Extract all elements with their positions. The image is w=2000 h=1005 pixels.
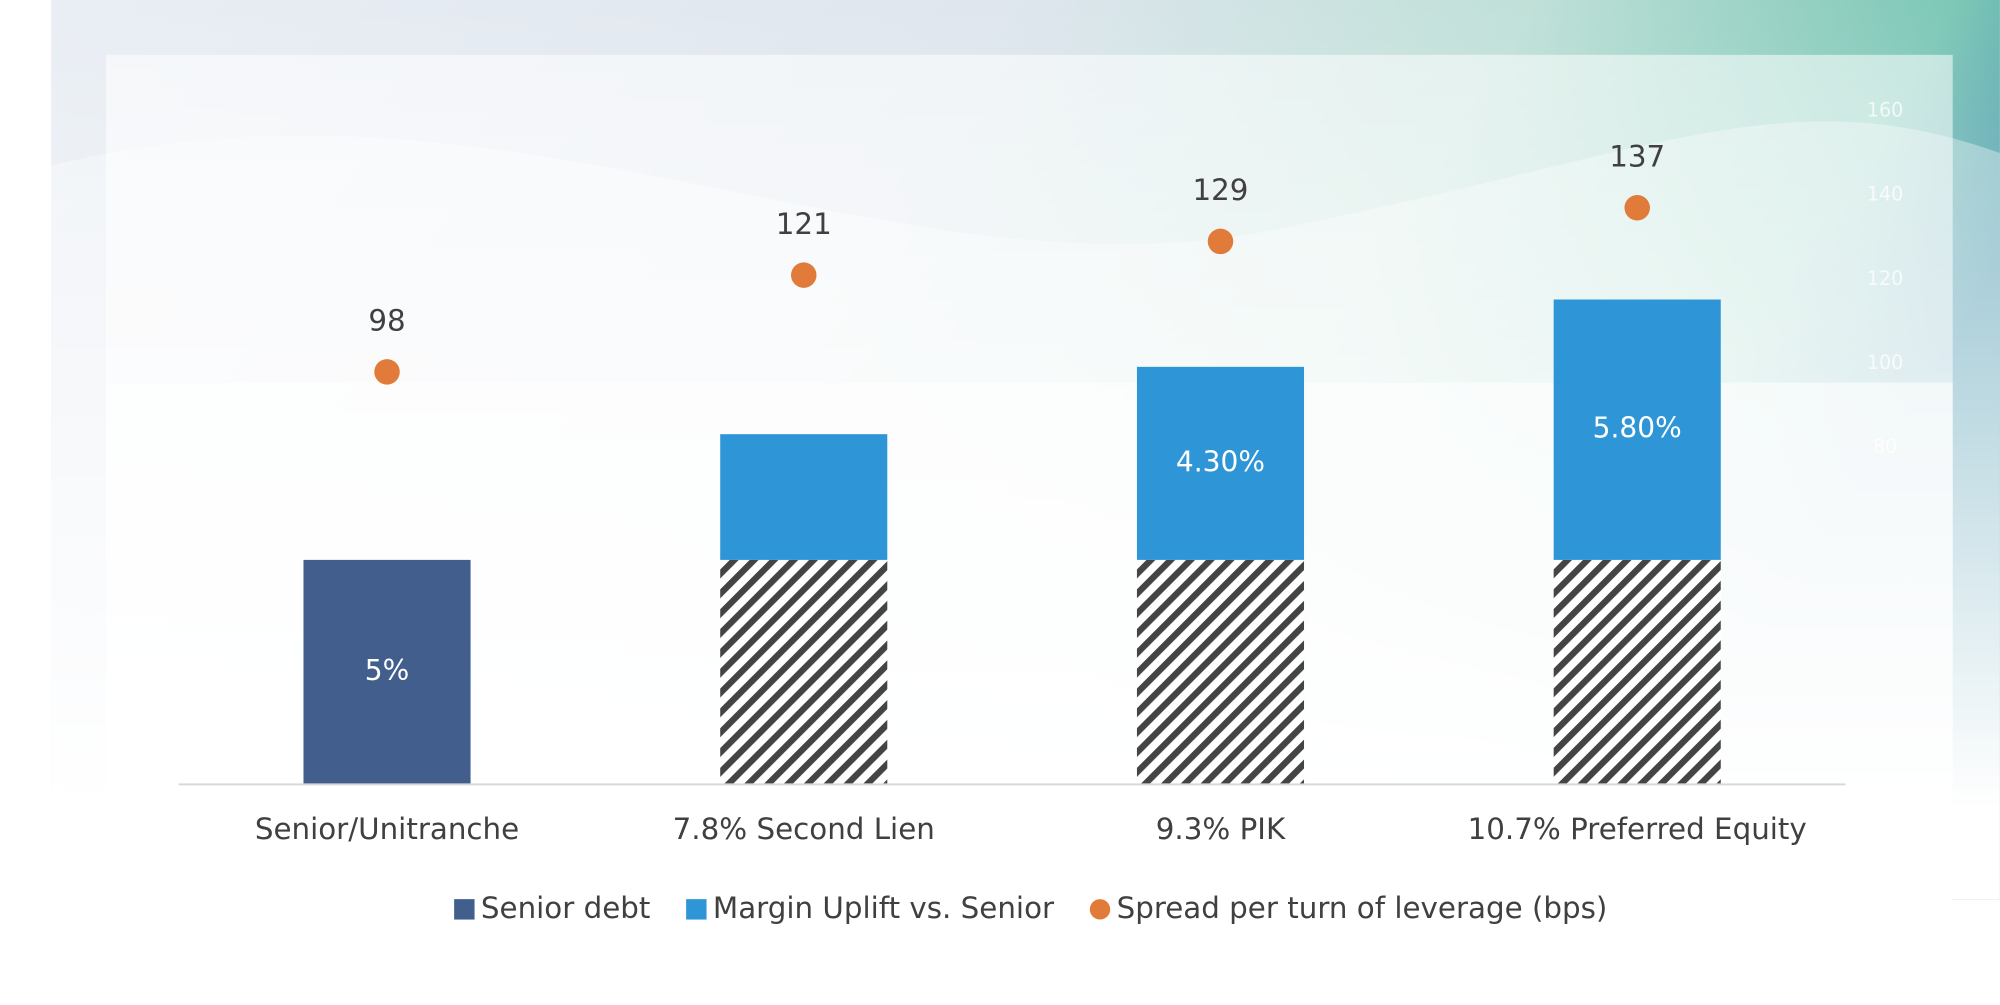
y2-tick-label: 140	[1867, 183, 1904, 206]
legend-marker	[686, 899, 707, 920]
y2-tick-label: 80	[1873, 435, 1897, 458]
data-label: 121	[776, 207, 832, 241]
marker	[374, 359, 400, 385]
data-label: 98	[368, 304, 405, 338]
legend-marker	[454, 899, 475, 920]
bar-segment	[720, 559, 888, 785]
y2-tick-label: 160	[1867, 98, 1904, 121]
legend-label: Spread per turn of leverage (bps)	[1117, 891, 1608, 925]
bar-segment	[1136, 366, 1305, 560]
x-tick-label: 7.8% Second Lien	[673, 812, 935, 846]
x-tick-label: 9.3% PIK	[1156, 812, 1286, 846]
marker	[1207, 228, 1234, 255]
legend-marker	[1089, 899, 1111, 920]
bar-segment	[720, 434, 888, 560]
data-label: 5%	[365, 654, 410, 687]
data-label: 137	[1609, 140, 1665, 174]
legend-label: Margin Uplift vs. Senior	[713, 891, 1055, 925]
bar-segment	[303, 559, 471, 785]
y2-tick-label: 100	[1867, 351, 1904, 374]
data-label: 129	[1192, 173, 1248, 207]
legend-label: Senior debt	[481, 891, 651, 925]
data-label: 4.30%	[1176, 445, 1265, 478]
y2-tick-label: 120	[1867, 267, 1904, 290]
bar-segment	[1136, 559, 1305, 785]
bar-segment	[1553, 299, 1721, 560]
data-label: 5.80%	[1593, 412, 1682, 445]
x-tick-label: Senior/Unitranche	[255, 812, 519, 846]
marker	[1624, 195, 1650, 221]
bar-segment	[1553, 559, 1721, 785]
x-tick-label: 10.7% Preferred Equity	[1468, 812, 1807, 846]
marker	[790, 262, 817, 288]
